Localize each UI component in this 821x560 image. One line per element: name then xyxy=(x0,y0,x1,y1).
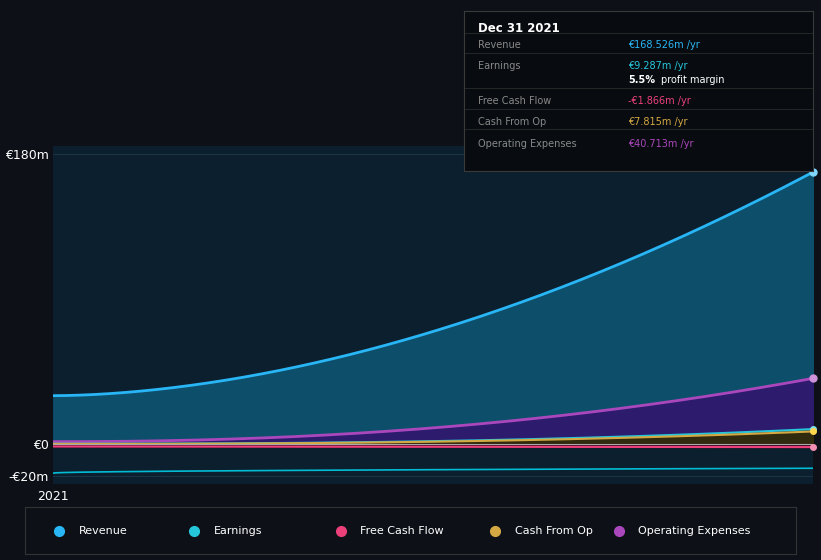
Text: Cash From Op: Cash From Op xyxy=(515,526,593,535)
Text: profit margin: profit margin xyxy=(661,75,724,85)
Text: Earnings: Earnings xyxy=(478,60,521,71)
Text: Free Cash Flow: Free Cash Flow xyxy=(478,96,551,106)
Text: Revenue: Revenue xyxy=(79,526,127,535)
Text: €9.287m /yr: €9.287m /yr xyxy=(628,60,687,71)
Text: Operating Expenses: Operating Expenses xyxy=(478,139,576,149)
Text: Dec 31 2021: Dec 31 2021 xyxy=(478,22,560,35)
Text: €168.526m /yr: €168.526m /yr xyxy=(628,40,699,50)
Text: €40.713m /yr: €40.713m /yr xyxy=(628,139,694,149)
Text: -€1.866m /yr: -€1.866m /yr xyxy=(628,96,690,106)
Text: Operating Expenses: Operating Expenses xyxy=(638,526,750,535)
Text: Earnings: Earnings xyxy=(213,526,262,535)
Text: Cash From Op: Cash From Op xyxy=(478,116,546,127)
Text: 5.5%: 5.5% xyxy=(628,75,655,85)
Text: €7.815m /yr: €7.815m /yr xyxy=(628,116,687,127)
Text: Free Cash Flow: Free Cash Flow xyxy=(360,526,444,535)
Text: Revenue: Revenue xyxy=(478,40,521,50)
